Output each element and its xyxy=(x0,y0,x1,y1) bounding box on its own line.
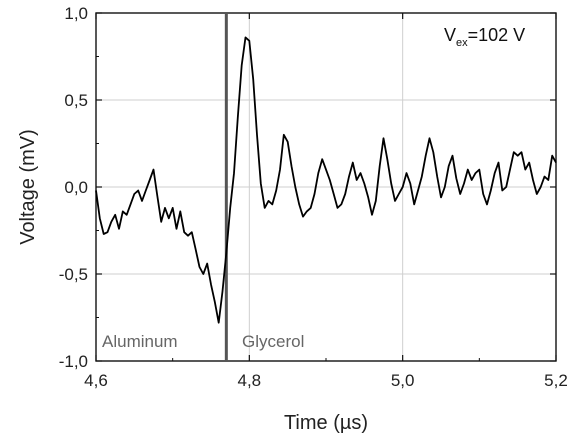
y-tick-labels: -1,0 -0,5 0,0 0,5 1,0 xyxy=(59,4,88,371)
grid-lines xyxy=(96,13,556,361)
voltage-annotation-main: V xyxy=(444,25,456,45)
y-tick-label: -1,0 xyxy=(59,352,88,371)
x-tick-label: 5,2 xyxy=(544,371,568,390)
x-axis-title: Time (µs) xyxy=(284,412,368,434)
x-tick-label: 5,0 xyxy=(391,371,415,390)
y-tick-label: 0,5 xyxy=(64,91,88,110)
voltage-annotation-value: =102 V xyxy=(468,25,526,45)
x-tick-label: 4,8 xyxy=(238,371,262,390)
series-line-voltage xyxy=(95,36,557,324)
y-tick-label: 0,0 xyxy=(64,178,88,197)
y-axis-title: Voltage (mV) xyxy=(17,129,39,245)
x-tick-label: 4,6 xyxy=(84,371,108,390)
region-label-aluminum: Aluminum xyxy=(102,332,178,351)
voltage-annotation: Vex=102 V xyxy=(444,25,525,49)
y-tick-label: 1,0 xyxy=(64,4,88,23)
y-tick-label: -0,5 xyxy=(59,265,88,284)
region-label-glycerol: Glycerol xyxy=(242,332,304,351)
voltage-annotation-sub: ex xyxy=(456,37,468,49)
axis-ticks xyxy=(95,12,557,362)
x-tick-labels: 4,6 4,8 5,0 5,2 xyxy=(84,371,568,390)
